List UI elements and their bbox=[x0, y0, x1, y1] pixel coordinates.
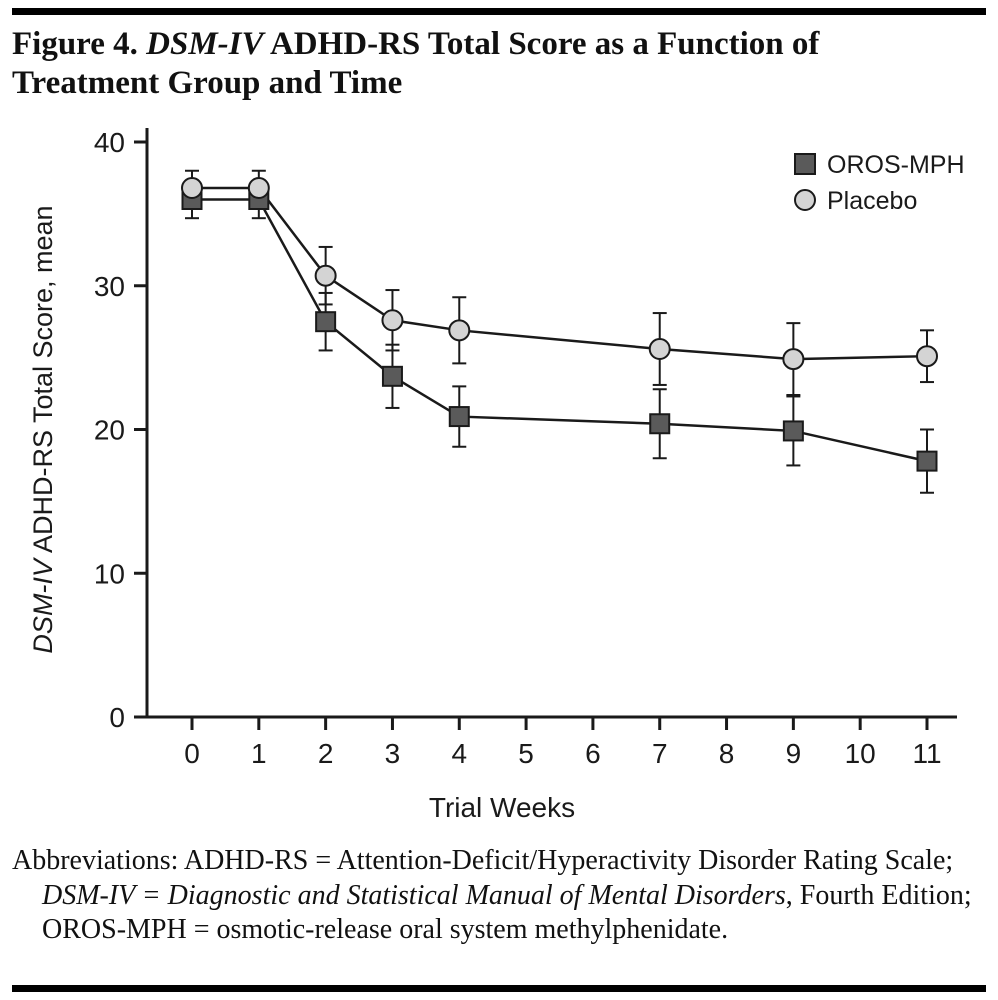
x-tick-label: 6 bbox=[585, 738, 601, 769]
x-tick-label: 11 bbox=[912, 738, 941, 769]
data-point-marker bbox=[649, 413, 671, 435]
y-tick-label: 20 bbox=[94, 414, 125, 445]
figure-title-rest: ADHD-RS Total Score as a Function of Tre… bbox=[12, 26, 820, 101]
x-tick-label: 5 bbox=[518, 738, 534, 769]
data-point-marker bbox=[314, 264, 337, 287]
data-point-marker bbox=[315, 311, 337, 333]
data-point-marker bbox=[916, 345, 938, 368]
abbreviation-segment: , Fourth Edition; OROS-MPH = osmotic-rel… bbox=[42, 879, 972, 946]
data-point-marker bbox=[782, 347, 805, 370]
data-point-marker bbox=[782, 420, 804, 442]
top-rule bbox=[12, 8, 986, 15]
series-line-oros-mph bbox=[192, 198, 928, 463]
x-tick-label: 0 bbox=[184, 738, 200, 769]
abbreviation-segment: DSM-IV = Diagnostic and Statistical Manu… bbox=[42, 879, 786, 911]
x-tick-label: 7 bbox=[652, 738, 668, 769]
x-tick-label: 3 bbox=[385, 738, 401, 769]
legend-marker bbox=[794, 152, 816, 175]
legend-label: Placebo bbox=[827, 187, 917, 215]
x-tick-label: 8 bbox=[719, 738, 735, 769]
figure-title-italic: DSM-IV bbox=[146, 26, 264, 62]
legend-label: OROS-MPH bbox=[827, 151, 965, 179]
y-tick-label: 0 bbox=[109, 702, 125, 733]
x-tick-label: 4 bbox=[451, 738, 467, 769]
data-point-marker bbox=[448, 319, 471, 342]
x-tick-label: 2 bbox=[318, 738, 334, 769]
x-tick-label: 1 bbox=[251, 738, 267, 769]
y-tick-label: 40 bbox=[94, 127, 125, 158]
y-axis-title: DSM-IV ADHD-RS Total Score, mean bbox=[28, 205, 58, 653]
chart: 0 10 20 30 40 0 1 2 3 4 5 6 7 8 9 10 11 OROS-MPH Placebo Tr… bbox=[12, 107, 986, 842]
data-point-marker bbox=[448, 405, 470, 427]
data-point-marker bbox=[181, 176, 203, 199]
data-point-marker bbox=[648, 337, 671, 360]
data-point-marker bbox=[916, 450, 938, 472]
figure-title-prefix: Figure 4. bbox=[12, 26, 147, 62]
figure-title: Figure 4. DSM-IV ADHD-RS Total Score as … bbox=[12, 25, 892, 103]
data-point-marker bbox=[381, 309, 404, 332]
x-tick-label: 10 bbox=[845, 738, 876, 769]
y-tick-label: 30 bbox=[94, 271, 125, 302]
x-tick-label: 9 bbox=[786, 738, 802, 769]
series-line-placebo bbox=[192, 186, 928, 361]
x-axis-title: Trial Weeks bbox=[429, 792, 575, 823]
chart-svg: 0 10 20 30 40 0 1 2 3 4 5 6 7 8 9 10 11 OROS-MPH Placebo Tr… bbox=[28, 127, 965, 823]
figure-page: Figure 4. DSM-IV ADHD-RS Total Score as … bbox=[0, 8, 998, 1000]
y-tick-label: 10 bbox=[94, 558, 125, 589]
data-point-marker bbox=[247, 176, 270, 199]
abbreviations-note: Abbreviations: ADHD-RS = Attention-Defic… bbox=[12, 844, 986, 948]
bottom-rule bbox=[12, 985, 986, 992]
legend-marker bbox=[794, 188, 816, 211]
data-point-marker bbox=[381, 365, 403, 387]
abbreviation-segment: Abbreviations: ADHD-RS = Attention-Defic… bbox=[12, 844, 954, 876]
